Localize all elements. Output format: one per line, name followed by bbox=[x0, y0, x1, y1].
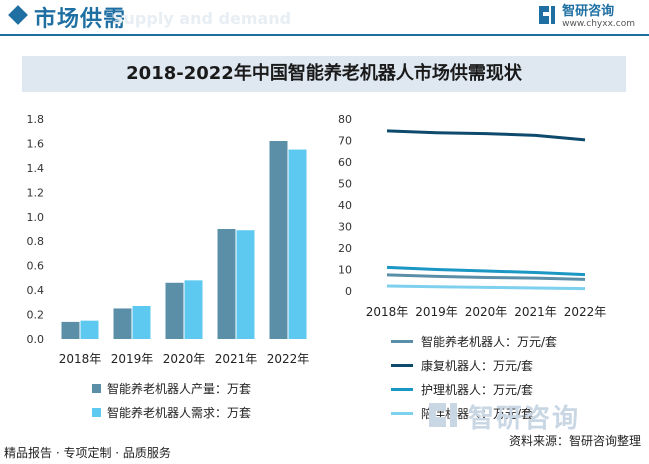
legend-item-nursing: 护理机器人：万元/套 bbox=[391, 381, 533, 398]
bar-0-1 bbox=[113, 308, 132, 339]
header-title: 市场供需 bbox=[34, 7, 127, 32]
bar-y-tick-label: 0.0 bbox=[27, 333, 45, 346]
legend-swatch-rehab bbox=[391, 364, 413, 367]
footer-watermark-logo-icon bbox=[429, 403, 457, 427]
legend-swatch-demand bbox=[92, 408, 101, 417]
bar-1-0 bbox=[80, 320, 99, 339]
bar-0-0 bbox=[61, 321, 80, 339]
legend-item-eldercare: 智能养老机器人：万元/套 bbox=[391, 333, 557, 350]
bar-y-tick-label: 1.2 bbox=[27, 186, 45, 199]
legend-item-production: 智能养老机器人产量：万套 bbox=[92, 380, 251, 397]
bar-y-tick-label: 1.4 bbox=[27, 162, 45, 175]
brand-logo-icon bbox=[539, 6, 556, 24]
legend-item-demand: 智能养老机器人需求：万套 bbox=[92, 404, 251, 421]
chart-title-band: 2018-2022年中国智能养老机器人市场供需现状 bbox=[22, 56, 626, 92]
footer-watermark: 智研咨询 bbox=[468, 404, 581, 434]
line-y-tick-label: 60 bbox=[338, 156, 352, 169]
bar-1-3 bbox=[236, 230, 255, 339]
bar-y-tick-label: 1.6 bbox=[27, 137, 45, 150]
bar-0-4 bbox=[269, 141, 288, 339]
legend-swatch-nursing bbox=[391, 388, 413, 391]
line-series-3 bbox=[386, 284, 586, 291]
footer-tagline: 精品报告 · 专项定制 · 品质服务 bbox=[4, 446, 171, 460]
brand-name: 智研咨询 bbox=[562, 4, 615, 19]
line-y-tick-label: 80 bbox=[338, 113, 352, 126]
bar-y-tick-label: 0.2 bbox=[27, 309, 45, 322]
bar-y-tick-label: 0.6 bbox=[27, 260, 45, 273]
line-series-0 bbox=[386, 273, 586, 281]
bar-y-tick-label: 1.0 bbox=[27, 211, 45, 224]
line-y-tick-label: 20 bbox=[338, 242, 352, 255]
chart-title: 2018-2022年中国智能养老机器人市场供需现状 bbox=[126, 63, 522, 84]
line-y-tick-label: 70 bbox=[338, 135, 352, 148]
brand-logo: 智研咨询 www.chyxx.com bbox=[537, 4, 635, 30]
line-y-tick-label: 10 bbox=[338, 264, 352, 277]
chart-canvas: 0.0 0.2 0.4 0.6 0.8 1.0 1.2 1.4 1.6 1.8 2018年 2019年… bbox=[27, 113, 607, 366]
legend-item-companion: 陪伴机器人：万元/套 bbox=[391, 405, 533, 422]
bar-x-tick-label: 2019年 bbox=[111, 352, 154, 366]
legend-item-rehab: 康复机器人：万元/套 bbox=[391, 357, 533, 374]
legend-swatch-companion bbox=[391, 412, 413, 415]
bar-y-tick-label: 0.4 bbox=[27, 284, 45, 297]
header-divider bbox=[0, 34, 649, 36]
bar-0-2 bbox=[165, 282, 184, 339]
legend-swatch-eldercare bbox=[391, 340, 413, 343]
legend-swatch-production bbox=[92, 384, 101, 393]
bar-x-tick-label: 2021年 bbox=[215, 352, 258, 366]
legend-label-production: 智能养老机器人产量：万套 bbox=[107, 382, 252, 396]
line-y-tick-label: 30 bbox=[338, 221, 352, 234]
line-series-2 bbox=[386, 265, 586, 277]
line-x-tick-label: 2018年 bbox=[366, 305, 409, 319]
bar-y-tick-label: 0.8 bbox=[27, 235, 45, 248]
bar-x-tick-label: 2020年 bbox=[163, 352, 206, 366]
bar-1-4 bbox=[288, 149, 307, 339]
footer-source: 资料来源：智研咨询整理 bbox=[508, 434, 641, 448]
legend-label-companion: 陪伴机器人：万元/套 bbox=[421, 407, 534, 421]
bar-1-2 bbox=[184, 280, 203, 339]
brand-url: www.chyxx.com bbox=[562, 19, 635, 29]
header-watermark: Supply and demand bbox=[112, 9, 292, 28]
legend-label-eldercare: 智能养老机器人：万元/套 bbox=[421, 335, 558, 349]
line-x-tick-label: 2019年 bbox=[415, 305, 458, 319]
bar-x-tick-label: 2018年 bbox=[59, 352, 102, 366]
line-y-tick-label: 50 bbox=[338, 178, 352, 191]
bar-1-1 bbox=[132, 306, 151, 339]
bar-x-tick-label: 2022年 bbox=[267, 352, 310, 366]
header-diamond-icon bbox=[8, 5, 28, 25]
legend-label-nursing: 护理机器人：万元/套 bbox=[421, 383, 534, 397]
line-x-tick-label: 2021年 bbox=[514, 305, 557, 319]
bar-0-3 bbox=[217, 229, 236, 339]
line-x-tick-label: 2020年 bbox=[465, 305, 508, 319]
line-series-1 bbox=[386, 129, 586, 142]
line-x-tick-label: 2022年 bbox=[564, 305, 607, 319]
line-y-tick-label: 40 bbox=[338, 199, 352, 212]
bar-y-tick-label: 1.8 bbox=[27, 113, 45, 126]
legend-label-rehab: 康复机器人：万元/套 bbox=[421, 359, 534, 373]
legend-label-demand: 智能养老机器人需求：万套 bbox=[107, 406, 252, 420]
line-y-tick-label: 0 bbox=[345, 285, 352, 298]
